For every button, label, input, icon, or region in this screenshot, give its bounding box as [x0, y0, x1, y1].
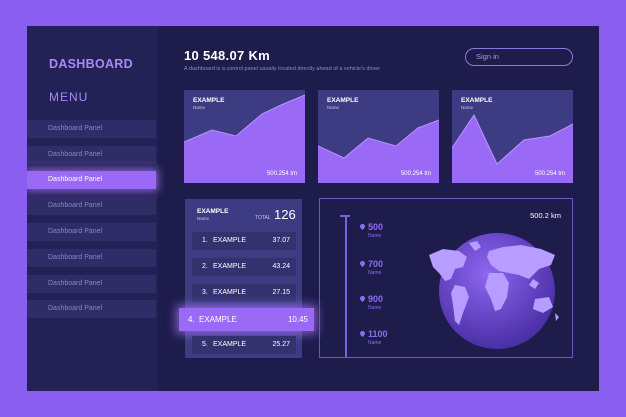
row-name: EXAMPLE	[199, 315, 237, 324]
dashboard-screen: DASHBOARD MENU Dashboard Panel Dashboard…	[27, 26, 599, 391]
chart-card-value: 500.254 tm	[400, 171, 431, 177]
scale-label: Name	[368, 270, 382, 276]
continent-south-america	[451, 285, 469, 325]
area-line	[184, 94, 305, 143]
chart-card-value: 500.254 tm	[534, 171, 565, 177]
list-row-4-highlighted[interactable]: 4. EXAMPLE 10.45	[179, 308, 314, 331]
sidebar-item-5[interactable]: Dashboard Panel	[27, 223, 156, 241]
continent-africa	[485, 273, 509, 311]
sidebar-item-1[interactable]: Dashboard Panel	[27, 120, 156, 138]
sidebar: DASHBOARD MENU Dashboard Panel Dashboard…	[27, 26, 158, 391]
list-row-2[interactable]: 2. EXAMPLE 43.24	[192, 258, 296, 276]
list-subtitle: Name	[197, 216, 210, 221]
chart-card-2[interactable]: EXAMPLE Name 500.254 tm	[318, 90, 439, 183]
sidebar-item-7[interactable]: Dashboard Panel	[27, 275, 156, 293]
scale-value: 900	[368, 294, 384, 304]
chart-card-title: EXAMPLE	[327, 97, 359, 104]
row-value: 25.27	[272, 341, 290, 348]
area-chart-3	[452, 113, 573, 183]
chart-card-subtitle: Name	[327, 105, 340, 110]
world-map-card: 500.2 km 500 Name 700 Name 900 Name 1100…	[319, 198, 573, 358]
chart-card-title: EXAMPLE	[461, 97, 493, 104]
list-row-5[interactable]: 5. EXAMPLE 25.27	[192, 336, 296, 354]
area-line	[318, 119, 439, 159]
row-index: 4.	[188, 315, 195, 324]
row-value: 27.15	[272, 289, 290, 296]
chart-card-subtitle: Name	[193, 105, 206, 110]
total-label: TOTAL	[255, 215, 271, 221]
continent-greenland	[469, 241, 481, 251]
map-pin-icon	[360, 224, 365, 230]
row-index: 1.	[202, 237, 208, 244]
scale-label: Name	[368, 340, 382, 346]
sidebar-item-3-active[interactable]: Dashboard Panel	[27, 171, 156, 189]
continent-australia	[533, 297, 553, 313]
row-name: EXAMPLE	[213, 263, 247, 270]
continent-north-america	[429, 249, 467, 281]
chart-card-title: EXAMPLE	[193, 97, 225, 104]
list-row-1[interactable]: 1. EXAMPLE 37.07	[192, 232, 296, 250]
row-value: 37.07	[272, 237, 290, 244]
row-name: EXAMPLE	[213, 237, 247, 244]
row-value: 43.24	[272, 263, 290, 270]
scale-label: Name	[368, 233, 382, 239]
scale-label: Name	[368, 305, 382, 311]
header-description: A dashboard is a control panel usually l…	[184, 66, 381, 72]
map-distance: 500.2 km	[530, 211, 561, 220]
sidebar-item-6[interactable]: Dashboard Panel	[27, 249, 156, 267]
area-chart-2	[318, 119, 439, 183]
scale-axis	[345, 215, 347, 357]
row-name: EXAMPLE	[213, 289, 247, 296]
continents	[429, 241, 559, 325]
sidebar-item-8[interactable]: Dashboard Panel	[27, 300, 156, 318]
sign-in-button[interactable]: Sign in	[465, 48, 573, 66]
area-chart-1	[184, 94, 305, 183]
scale-value: 1100	[368, 329, 388, 339]
sidebar-item-4[interactable]: Dashboard Panel	[27, 197, 156, 215]
list-title: EXAMPLE	[197, 208, 229, 215]
chart-card-subtitle: Name	[461, 105, 474, 110]
row-index: 5.	[202, 341, 208, 348]
continent-eurasia	[487, 245, 555, 279]
continent-southeast-asia	[529, 279, 539, 289]
total-value: 126	[274, 207, 296, 222]
app-brand: DASHBOARD	[49, 57, 133, 71]
area-line	[452, 113, 573, 165]
map-pin-icon	[360, 296, 365, 302]
area-fill	[452, 115, 573, 183]
scale-value: 700	[368, 259, 384, 269]
chart-card-value: 500.254 tm	[266, 171, 297, 177]
row-index: 3.	[202, 289, 208, 296]
chart-card-3[interactable]: EXAMPLE Name 500.254 tm	[452, 90, 573, 183]
row-index: 2.	[202, 263, 208, 270]
scale-value: 500	[368, 222, 384, 232]
area-fill	[184, 95, 305, 183]
row-name: EXAMPLE	[213, 341, 247, 348]
chart-card-1[interactable]: EXAMPLE Name 500.254 tm	[184, 90, 305, 183]
scale-tick	[340, 215, 350, 217]
continent-new-zealand	[555, 313, 559, 321]
header-distance: 10 548.07 Km	[184, 48, 270, 63]
row-value: 10.45	[287, 315, 308, 324]
sidebar-item-2[interactable]: Dashboard Panel	[27, 146, 156, 164]
ranking-list-card: EXAMPLE Name TOTAL 126 1. EXAMPLE 37.07 …	[179, 199, 314, 358]
menu-title: MENU	[49, 90, 89, 104]
list-row-3[interactable]: 3. EXAMPLE 27.15	[192, 284, 296, 302]
map-pin-icon	[360, 331, 365, 337]
globe-world-map	[429, 233, 559, 349]
map-pin-icon	[360, 261, 365, 267]
